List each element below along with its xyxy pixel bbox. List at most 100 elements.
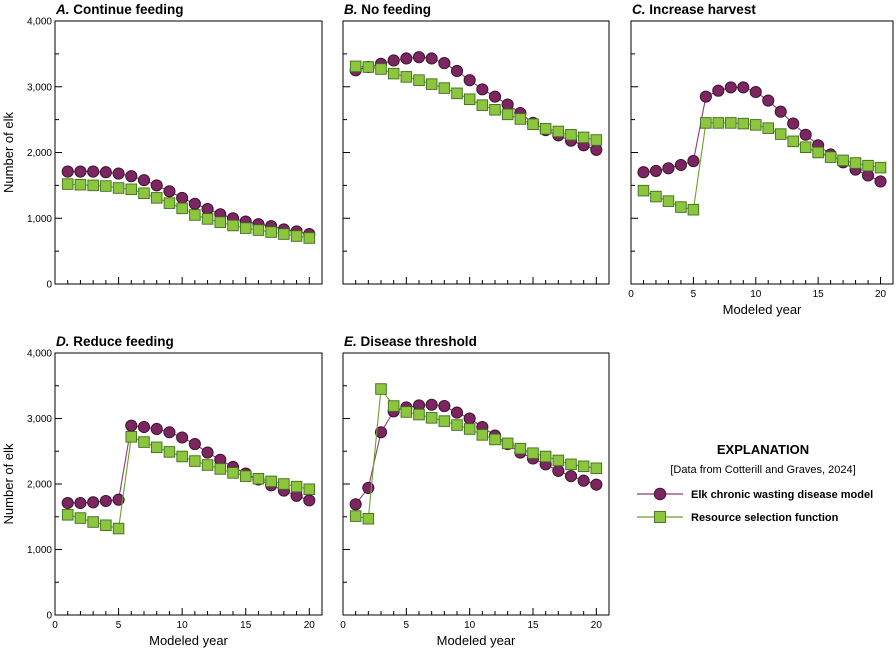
series-rsf	[349, 60, 603, 146]
data-point-rsf	[438, 82, 451, 94]
data-point-cwd	[724, 81, 737, 94]
data-point-cwd	[163, 426, 176, 439]
data-point-rsf	[762, 122, 774, 134]
data-point-rsf	[227, 467, 239, 479]
data-point-cwd	[349, 498, 362, 511]
data-point-rsf	[375, 383, 387, 395]
data-point-rsf	[87, 516, 99, 528]
data-point-rsf	[290, 230, 303, 242]
data-point-rsf	[265, 226, 277, 238]
data-point-cwd	[699, 90, 712, 103]
x-tick-label: 10	[177, 620, 189, 631]
data-point-cwd	[488, 90, 502, 103]
data-point-cwd	[463, 412, 476, 425]
data-point-rsf	[425, 412, 438, 424]
data-point-rsf	[400, 406, 413, 418]
data-point-rsf	[774, 128, 787, 140]
data-point-rsf	[150, 441, 163, 454]
data-point-cwd	[87, 496, 100, 509]
x-tick-label: 20	[304, 620, 316, 631]
panel-letter: E.	[344, 334, 357, 349]
data-point-cwd	[412, 51, 426, 64]
data-point-rsf	[463, 93, 476, 105]
x-tick-label: 15	[240, 620, 252, 631]
data-point-rsf	[100, 519, 112, 532]
panel-title-text: Reduce feeding	[70, 334, 174, 349]
data-point-rsf	[577, 460, 590, 473]
data-point-cwd	[201, 202, 214, 216]
x-tick-label: 10	[464, 620, 476, 631]
data-point-rsf	[239, 470, 252, 482]
data-point-rsf	[74, 512, 87, 524]
panel-title: B. No feeding	[344, 2, 431, 17]
data-point-rsf	[61, 509, 74, 521]
data-point-cwd	[125, 170, 138, 183]
data-point-rsf	[514, 442, 527, 455]
data-point-rsf	[265, 475, 277, 488]
data-point-cwd	[687, 154, 700, 168]
data-point-rsf	[849, 157, 862, 169]
chart-panel-d: D. Reduce feeding 0 5 10 15 20 Modeled year 0 1,…	[1, 334, 323, 648]
data-point-rsf	[514, 113, 527, 125]
data-point-rsf	[290, 480, 303, 493]
legend-label-cwd: Elk chronic wasting disease model	[691, 489, 873, 501]
legend-item-rsf: Resource selection function	[637, 511, 839, 524]
y-tick-label: 3,000	[27, 414, 52, 425]
data-point-cwd	[400, 52, 413, 65]
legend-subtitle: [Data from Cotterill and Graves, 2024]	[670, 464, 855, 476]
data-point-rsf	[125, 431, 138, 443]
data-point-cwd	[125, 419, 138, 432]
series-cwd	[61, 165, 316, 241]
data-point-rsf	[413, 74, 425, 86]
data-point-cwd	[438, 400, 451, 413]
panel-title-text: Continue feeding	[70, 2, 184, 17]
data-point-rsf	[650, 190, 662, 203]
data-point-cwd	[99, 494, 112, 508]
chart-panel-e: E. Disease threshold 0 5 10 15 20 Modeled year	[340, 334, 610, 648]
data-point-cwd	[188, 197, 201, 210]
data-point-rsf	[501, 108, 514, 121]
panel-letter: A.	[55, 2, 70, 17]
data-point-rsf	[577, 131, 590, 144]
data-point-cwd	[590, 143, 603, 156]
data-point-rsf	[565, 128, 577, 141]
data-point-cwd	[649, 164, 663, 177]
y-tick-label: 0	[46, 611, 52, 622]
x-tick-label: 15	[527, 620, 539, 631]
series-rsf	[637, 117, 887, 216]
x-tick-label: 15	[813, 289, 825, 300]
y-tick-label: 4,000	[27, 349, 52, 360]
panel-title: A. Continue feeding	[55, 2, 184, 17]
x-tick-label: 20	[875, 289, 887, 300]
data-point-cwd	[425, 398, 438, 411]
x-tick-label: 0	[52, 620, 58, 631]
data-point-rsf	[565, 458, 577, 471]
data-point-cwd	[590, 478, 603, 491]
data-point-rsf	[387, 400, 400, 412]
data-point-rsf	[451, 87, 463, 100]
data-point-rsf	[637, 184, 650, 197]
panel-title-text: Increase harvest	[646, 2, 757, 17]
data-point-rsf	[87, 179, 99, 192]
data-point-rsf	[362, 512, 375, 525]
data-point-rsf	[74, 178, 87, 191]
data-point-rsf	[189, 209, 201, 221]
data-point-rsf	[252, 473, 265, 485]
data-point-cwd	[674, 158, 687, 172]
data-point-rsf	[125, 183, 138, 196]
series-cwd	[637, 81, 887, 188]
legend-label-rsf: Resource selection function	[691, 512, 839, 524]
data-point-rsf	[552, 125, 565, 138]
panel-title-text: No feeding	[358, 2, 432, 17]
data-point-rsf	[425, 78, 438, 90]
data-point-cwd	[874, 175, 887, 188]
y-tick-label: 1,000	[27, 545, 52, 556]
data-point-cwd	[861, 169, 875, 182]
data-point-cwd	[150, 179, 163, 192]
data-point-cwd	[87, 165, 100, 178]
data-point-rsf	[163, 197, 176, 209]
data-point-rsf	[501, 437, 514, 450]
data-point-rsf	[400, 71, 413, 83]
